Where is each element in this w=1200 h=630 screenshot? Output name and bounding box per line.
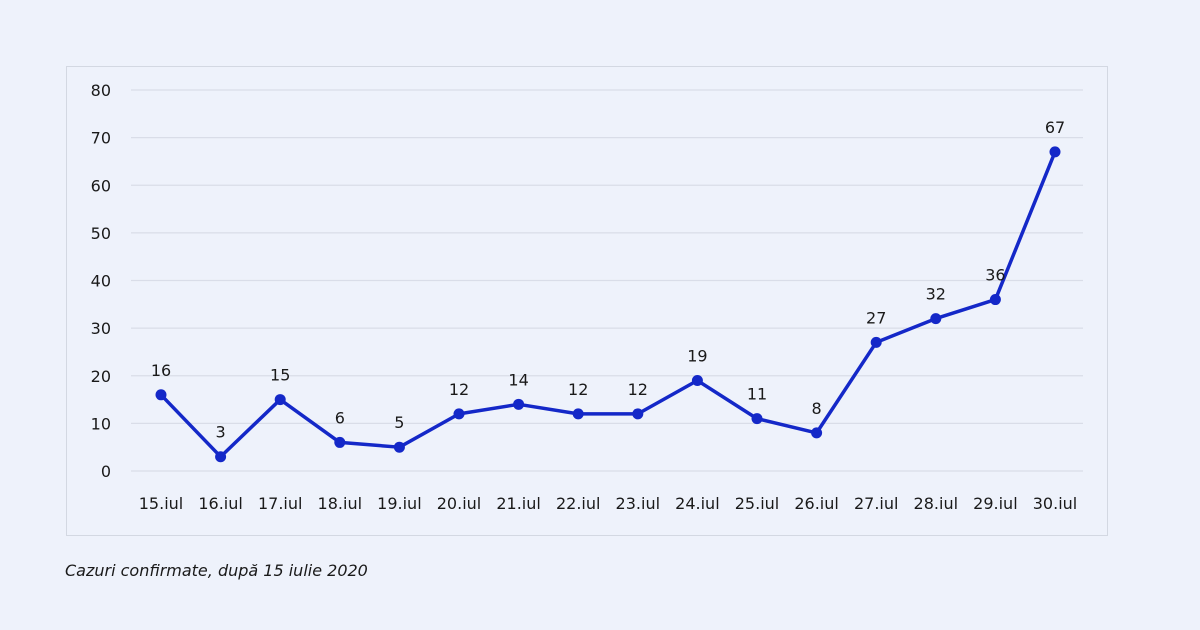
data-label: 27 [866, 308, 886, 327]
y-tick-label: 50 [91, 224, 111, 243]
data-point [274, 394, 286, 406]
data-label: 12 [449, 380, 469, 399]
data-label: 12 [628, 380, 648, 399]
x-tick-label: 16.iul [198, 494, 242, 513]
data-point [811, 427, 823, 439]
x-tick-label: 23.iul [616, 494, 660, 513]
data-label: 3 [216, 423, 226, 442]
data-point [334, 436, 346, 448]
data-point [989, 294, 1001, 306]
x-tick-label: 30.iul [1033, 494, 1077, 513]
series-line [159, 150, 1057, 459]
x-tick-label: 22.iul [556, 494, 600, 513]
y-tick-label: 30 [91, 319, 111, 338]
data-point [691, 375, 703, 387]
x-tick-label: 15.iul [139, 494, 183, 513]
y-tick-label: 20 [91, 367, 111, 386]
data-label: 36 [985, 266, 1005, 285]
y-tick-label: 70 [91, 129, 111, 148]
data-point [572, 408, 584, 420]
x-axis-ticks: 15.iul 16.iul 17.iul 18.iul 19.iul 20.iul 21.i… [139, 494, 1077, 513]
data-point [930, 313, 942, 325]
y-axis-ticks: 0 10 20 30 40 50 60 70 80 [91, 81, 111, 481]
data-label: 19 [687, 347, 707, 366]
data-label: 8 [812, 399, 822, 418]
data-point [870, 336, 882, 348]
x-tick-label: 26.iul [794, 494, 838, 513]
data-label: 6 [335, 408, 345, 427]
data-label: 32 [926, 285, 946, 304]
data-point [513, 398, 525, 410]
data-label: 16 [151, 361, 171, 380]
y-tick-label: 10 [91, 414, 111, 433]
x-tick-label: 28.iul [914, 494, 958, 513]
data-label: 67 [1045, 118, 1065, 137]
y-tick-label: 40 [91, 272, 111, 291]
data-point [215, 451, 227, 463]
x-tick-label: 19.iul [377, 494, 421, 513]
data-label: 14 [508, 370, 528, 389]
data-label: 15 [270, 366, 290, 385]
data-label: 12 [568, 380, 588, 399]
chart-frame: 0 10 20 30 40 50 60 70 80 15.iul 16.iul 17.iul 18.i… [66, 66, 1108, 536]
data-points [155, 146, 1061, 463]
y-tick-label: 0 [101, 462, 111, 481]
data-label: 5 [394, 413, 404, 432]
data-point [393, 441, 405, 453]
line-chart: 0 10 20 30 40 50 60 70 80 15.iul 16.iul 17.iul 18.i… [91, 81, 1083, 513]
x-tick-label: 25.iul [735, 494, 779, 513]
x-tick-label: 29.iul [973, 494, 1017, 513]
data-point [453, 408, 465, 420]
gridlines [131, 89, 1083, 472]
x-tick-label: 24.iul [675, 494, 719, 513]
y-tick-label: 60 [91, 176, 111, 195]
x-tick-label: 17.iul [258, 494, 302, 513]
x-tick-label: 20.iul [437, 494, 481, 513]
data-point [1049, 146, 1061, 158]
y-tick-label: 80 [91, 81, 111, 100]
data-point [632, 408, 644, 420]
data-label: 11 [747, 385, 767, 404]
x-tick-label: 18.iul [318, 494, 362, 513]
data-labels: 16 3 15 6 5 12 14 12 12 19 11 8 27 32 36 67 [151, 118, 1065, 442]
data-point [155, 389, 167, 401]
x-tick-label: 27.iul [854, 494, 898, 513]
data-point [751, 413, 763, 425]
x-tick-label: 21.iul [496, 494, 540, 513]
chart-caption: Cazuri confirmate, după 15 iulie 2020 [65, 561, 368, 580]
